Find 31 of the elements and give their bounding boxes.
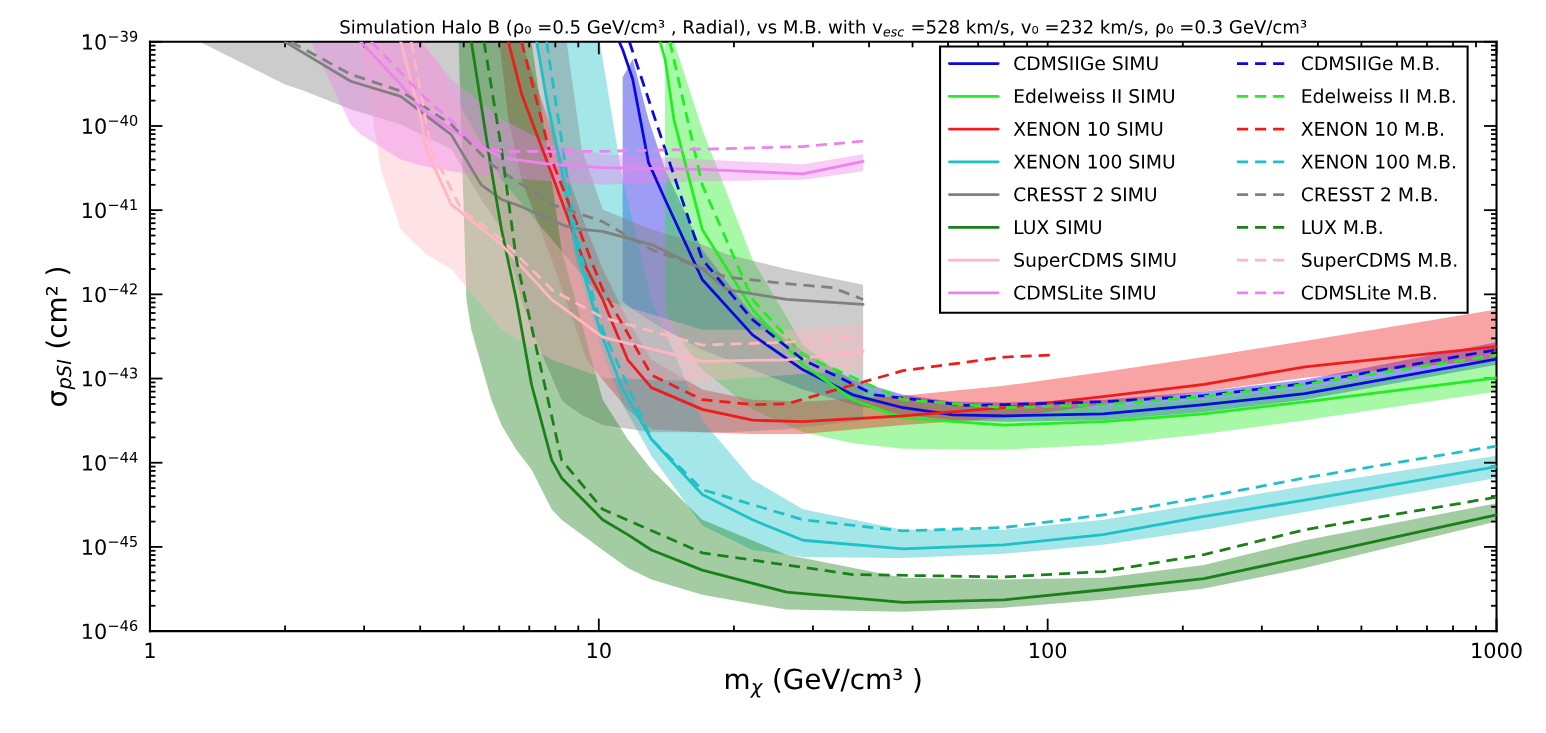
legend-label: CRESST 2 M.B. xyxy=(1301,187,1437,202)
x-tick-label: 1 xyxy=(145,642,155,659)
y-tick-label: 10$^{−43}$ xyxy=(83,367,138,387)
legend-label: CDMSIIGe SIMU xyxy=(1014,56,1158,71)
legend-label: XENON 100 M.B. xyxy=(1301,154,1455,169)
legend-label: Edelweiss II SIMU xyxy=(1015,88,1174,104)
y-tick-label: 10$^{−46}$ xyxy=(83,620,138,640)
legend-label: SuperCDMS M.B. xyxy=(1302,252,1457,271)
y-axis-title: σ$_{pSI}$ (cm² ) xyxy=(45,267,76,406)
legend-label: XENON 10 M.B. xyxy=(1301,121,1443,136)
legend-label: SuperCDMS SIMU xyxy=(1014,252,1176,271)
legend-label: Edelweiss II M.B. xyxy=(1302,88,1455,104)
legend-label: CRESST 2 SIMU xyxy=(1014,187,1156,202)
y-tick-label: 10$^{−44}$ xyxy=(83,451,138,471)
legend-label: XENON 10 SIMU xyxy=(1013,121,1163,136)
chart-title: Simulation Halo B (ρ₀ =0.5 GeV/cm³ , Radial), vs M.B. with v$_{esc}$ =528 km/s, v₀ =232 km/s, ρ₀ =0.3 GeV/cm³ xyxy=(340,19,1307,38)
x-tick-label: 100 xyxy=(1030,642,1067,659)
x-tick-label: 10 xyxy=(587,642,611,659)
y-tick-label: 10$^{−41}$ xyxy=(83,199,137,219)
legend-label: LUX SIMU xyxy=(1015,220,1101,235)
legend-label: CDMSIIGe M.B. xyxy=(1301,56,1439,71)
legend-label: CDMSLite SIMU xyxy=(1014,285,1155,300)
legend-label: CDMSLite M.B. xyxy=(1301,285,1436,300)
x-axis-title: m$_{χ}$ (GeV/cm³ ) xyxy=(726,667,921,698)
x-tick-label: 1000 xyxy=(1472,642,1522,659)
y-tick-label: 10$^{−40}$ xyxy=(83,114,138,135)
y-tick-label: 10$^{−42}$ xyxy=(83,283,137,303)
legend-label: XENON 100 SIMU xyxy=(1013,154,1175,169)
y-tick-label: 10$^{−39}$ xyxy=(83,30,138,50)
legend-label: LUX M.B. xyxy=(1302,220,1382,235)
y-tick-label: 10$^{−45}$ xyxy=(83,536,137,555)
